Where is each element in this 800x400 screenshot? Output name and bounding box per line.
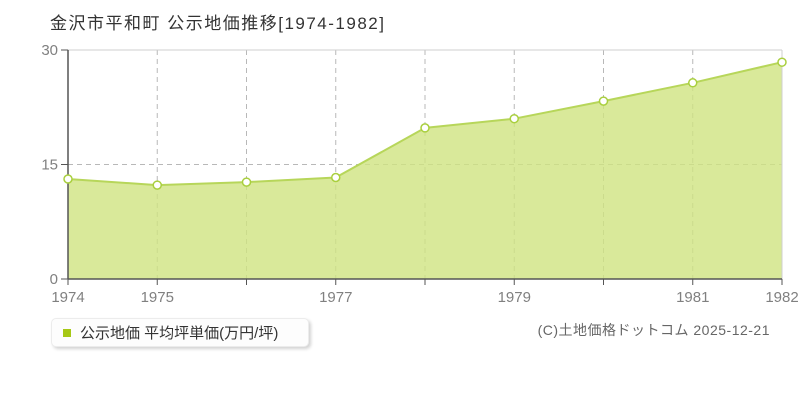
price-trend-area-chart: 0 15 30 1974 1975 1977 1979 1981 1982: [41, 42, 798, 306]
data-point: [688, 78, 698, 88]
chart-title: 金沢市平和町 公示地価推移[1974-1982]: [50, 14, 386, 33]
x-tick-label: 1979: [498, 289, 531, 306]
x-tick-label: 1977: [319, 289, 352, 306]
x-tick-label: 1981: [676, 289, 709, 306]
y-tick-label: 30: [41, 42, 58, 59]
x-tick-label: 1982: [765, 289, 798, 306]
y-tick-label: 15: [41, 157, 58, 174]
y-tick-label: 0: [50, 271, 58, 288]
copyright-credit: (C)土地価格ドットコム 2025-12-21: [537, 322, 770, 338]
plot-border: [68, 49, 783, 279]
area-fill: [68, 62, 782, 280]
data-point: [777, 57, 787, 67]
data-point: [241, 177, 252, 187]
data-point: [63, 174, 73, 184]
data-points: [63, 57, 787, 190]
data-point: [598, 96, 609, 106]
data-point: [509, 113, 519, 124]
axis-ticks: [61, 49, 783, 285]
x-tick-label: 1974: [51, 289, 84, 306]
x-tick-label: 1975: [141, 289, 174, 306]
legend-label: 公示地価 平均坪単価(万円/坪): [80, 325, 279, 342]
legend-swatch: [63, 328, 71, 337]
legend: 公示地価 平均坪単価(万円/坪): [51, 318, 309, 347]
data-point: [331, 172, 341, 183]
tick-labels: 0 15 30 1974 1975 1977 1979 1981 1982: [41, 42, 798, 306]
data-point: [152, 180, 162, 190]
data-point: [420, 123, 430, 133]
